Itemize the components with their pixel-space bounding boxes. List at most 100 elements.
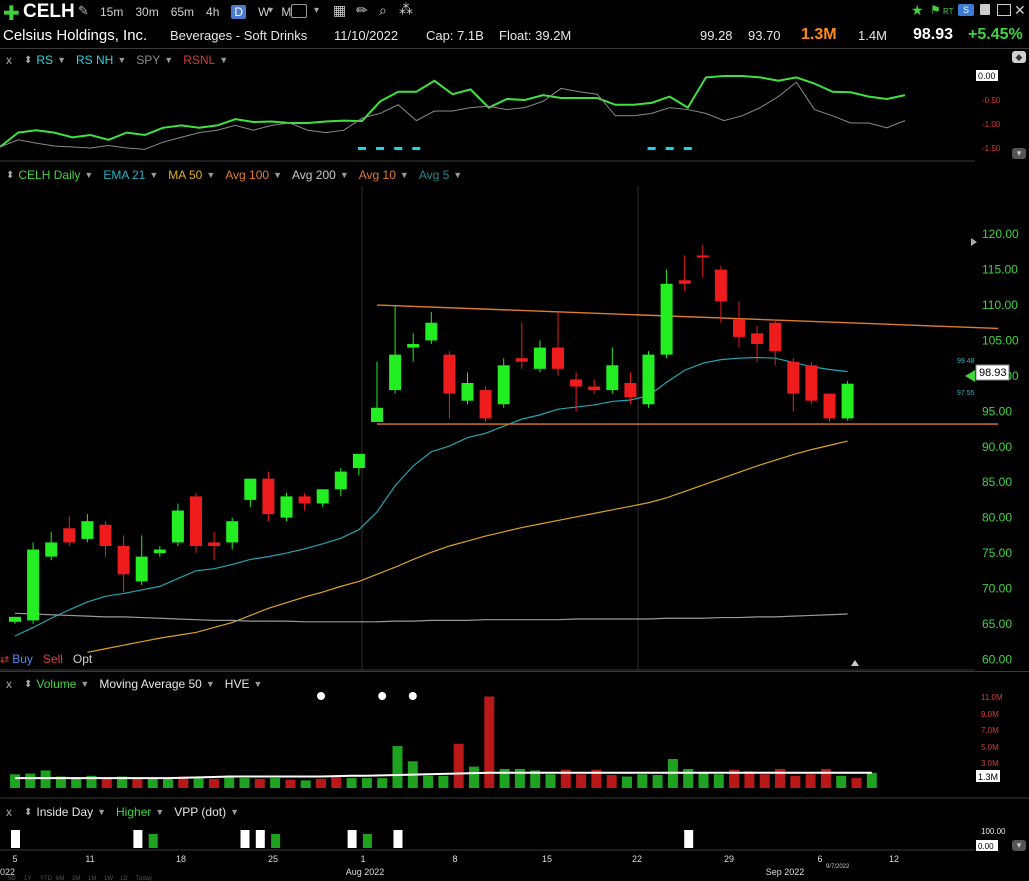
volume-bar xyxy=(469,766,479,788)
candle-body xyxy=(696,255,709,258)
tf-30m[interactable]: 30m xyxy=(135,5,159,19)
share-icon[interactable]: ⁂ xyxy=(399,1,413,17)
chevron-down-icon[interactable]: ▼ xyxy=(155,807,165,817)
draw-icon[interactable]: ✏ xyxy=(356,2,368,18)
percent-change: +5.45% xyxy=(968,26,1023,43)
sort-icon[interactable]: ⬍ xyxy=(24,806,33,818)
candle-body xyxy=(334,471,347,490)
vpp-indicator[interactable]: VPP (dot) xyxy=(174,805,227,819)
calculator-icon[interactable]: ▦ xyxy=(333,2,347,18)
chevron-down-icon[interactable]: ▼ xyxy=(273,170,282,180)
chevron-down-icon[interactable]: ▼ xyxy=(149,170,159,180)
rs-tick-0: 0.00 xyxy=(978,71,996,81)
x-tick-label: 5 xyxy=(12,854,17,864)
close-icon[interactable]: ✕ xyxy=(1014,2,1026,18)
collapse-icon[interactable] xyxy=(851,660,859,666)
chevron-down-icon[interactable]: ▼ xyxy=(117,55,127,65)
candle-body xyxy=(99,524,112,546)
avg10-indicator[interactable]: Avg 10 xyxy=(358,168,396,182)
chevron-down-icon[interactable]: ▼ xyxy=(205,679,215,689)
alert-icon[interactable]: ⚑ xyxy=(930,3,941,17)
volume-close-button[interactable]: x xyxy=(6,677,12,691)
sort-icon[interactable]: ⬍ xyxy=(6,169,15,181)
volume-bar xyxy=(622,776,632,788)
chevron-down-icon[interactable]: ▼ xyxy=(219,55,229,65)
candle-body xyxy=(733,319,745,337)
candle-body xyxy=(316,489,329,504)
avg100-indicator[interactable]: Avg 100 xyxy=(225,168,270,182)
compare-icon[interactable] xyxy=(291,4,307,18)
rsnl-indicator[interactable]: RSNL xyxy=(183,53,216,67)
ema21-indicator[interactable]: EMA 21 xyxy=(103,168,146,182)
higher-indicator[interactable]: Higher xyxy=(116,805,152,819)
rs-close-button[interactable]: x xyxy=(6,53,12,67)
chevron-down-icon[interactable]: ▼ xyxy=(80,679,90,689)
candle-body xyxy=(570,379,583,387)
tf-4h[interactable]: 4h xyxy=(206,5,220,19)
volume-bar xyxy=(759,774,770,788)
rs-nh-indicator[interactable]: RS NH xyxy=(75,53,114,67)
candle-body xyxy=(81,521,94,539)
s-icon[interactable]: S xyxy=(958,4,974,16)
volume-bar xyxy=(147,778,158,788)
save-icon[interactable] xyxy=(980,4,990,15)
symbol[interactable]: CELH xyxy=(23,1,75,22)
volume-indicator[interactable]: Volume xyxy=(36,677,77,691)
tf-d[interactable]: D xyxy=(231,5,247,19)
chevron-down-icon[interactable]: ▼ xyxy=(84,170,94,180)
range-button: Today xyxy=(136,876,152,881)
chevron-down-icon[interactable]: ▾ xyxy=(1012,148,1026,159)
options-button[interactable]: Opt xyxy=(72,652,93,666)
volume-ma-indicator[interactable]: Moving Average 50 xyxy=(99,677,202,691)
sort-icon[interactable]: ⬍ xyxy=(24,678,33,690)
range-button: 1Y xyxy=(24,876,31,881)
ma50-indicator[interactable]: MA 50 xyxy=(168,168,203,182)
sort-icon[interactable]: ⬍ xyxy=(24,54,33,66)
chevron-down-icon[interactable]: ▼ xyxy=(253,679,263,689)
price-tick-label: 105.00 xyxy=(982,333,1019,347)
rs-indicator[interactable]: RS xyxy=(36,53,54,67)
chevron-down-icon[interactable]: ▼ xyxy=(164,55,174,65)
rs-nh-mark xyxy=(358,147,366,150)
buy-button[interactable]: Buy xyxy=(12,652,33,666)
chevron-down-icon[interactable]: ▾ xyxy=(268,5,274,16)
chevron-down-icon[interactable]: ▼ xyxy=(57,55,66,65)
celh-daily-indicator[interactable]: CELH Daily xyxy=(18,168,81,182)
rs-nh-mark xyxy=(683,147,692,150)
hve-indicator[interactable]: HVE xyxy=(224,677,250,691)
sell-button[interactable]: Sell xyxy=(42,652,63,666)
window-icon[interactable] xyxy=(997,4,1011,16)
vol-tick-2: 7.0M xyxy=(981,726,999,735)
trade-icon[interactable]: ⇄ xyxy=(0,653,10,666)
volume-bar xyxy=(25,773,36,788)
tf-m[interactable]: M xyxy=(281,5,292,19)
star-icon[interactable]: ★ xyxy=(911,2,924,18)
higher-bar xyxy=(148,834,158,848)
volume-bar xyxy=(361,778,372,788)
tf-65m[interactable]: 65m xyxy=(170,5,195,19)
settings-icon[interactable]: ✎ xyxy=(78,3,89,18)
tf-15m[interactable]: 15m xyxy=(100,5,124,19)
chevron-down-icon[interactable]: ▼ xyxy=(206,170,216,180)
tf-w[interactable]: W xyxy=(258,5,270,19)
chevron-down-icon[interactable]: ▼ xyxy=(339,170,349,180)
inside-day-bar xyxy=(255,830,265,848)
volume-bar xyxy=(851,778,862,788)
pattern-legend: x ⬍ Inside Day ▼ Higher ▼ VPP (dot) ▼ xyxy=(0,804,1029,820)
link-icon[interactable]: ⌕ xyxy=(379,2,387,18)
chevron-down-icon[interactable]: ▼ xyxy=(399,170,409,180)
add-icon[interactable]: ✚ xyxy=(3,3,20,25)
chevron-down-icon[interactable]: ▼ xyxy=(453,170,463,180)
palette-icon[interactable]: ◆ xyxy=(1012,51,1026,63)
avg200-indicator[interactable]: Avg 200 xyxy=(291,168,336,182)
volume-bar xyxy=(10,774,20,788)
chevron-down-icon[interactable]: ▾ xyxy=(314,5,320,16)
spy-indicator[interactable]: SPY xyxy=(136,53,161,67)
avg5-indicator[interactable]: Avg 5 xyxy=(418,168,450,182)
chevron-down-icon[interactable]: ▼ xyxy=(230,807,240,817)
pattern-value-box xyxy=(976,840,998,851)
pattern-close-button[interactable]: x xyxy=(6,805,12,819)
chevron-down-icon[interactable]: ▼ xyxy=(97,807,107,817)
inside-day-indicator[interactable]: Inside Day xyxy=(36,805,94,819)
chevron-down-icon[interactable]: ▾ xyxy=(1012,840,1026,851)
